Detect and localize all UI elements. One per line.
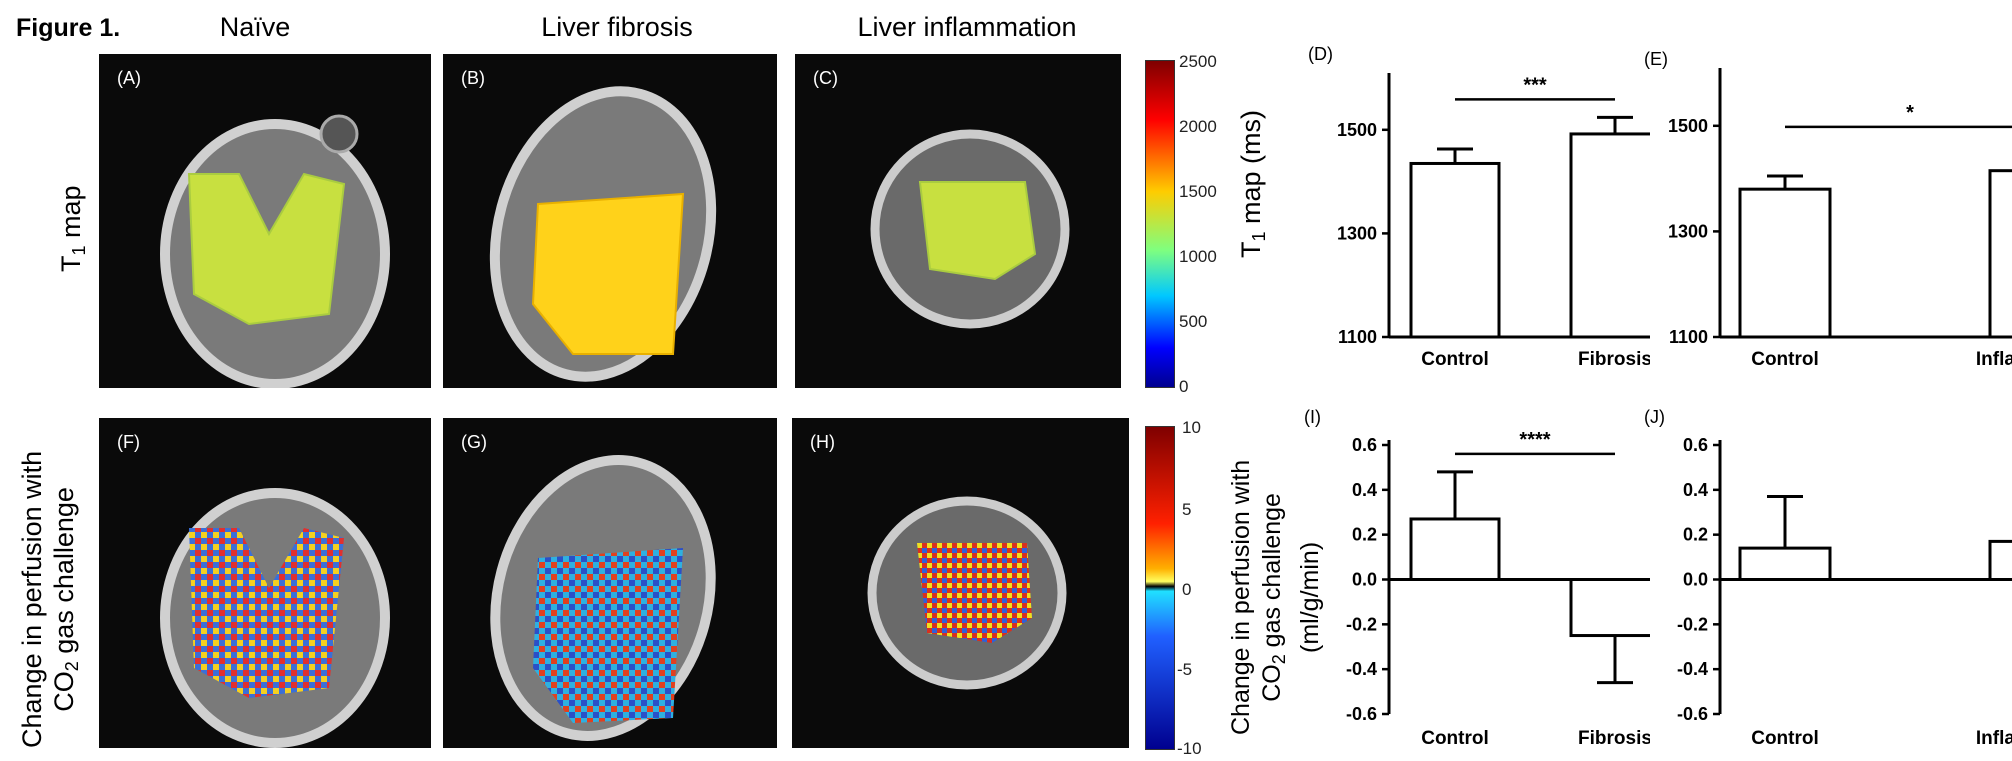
x-category-label: Inflammation xyxy=(1976,728,2012,749)
bar-inflammation xyxy=(1988,539,2012,581)
row-label-t1-map: T1 map xyxy=(56,185,89,272)
y-tick-label: -0.6 xyxy=(1677,704,1708,724)
perfusion-overlay xyxy=(917,543,1032,643)
y-tick-label: 0.4 xyxy=(1352,480,1377,500)
y-tick-label: 0.0 xyxy=(1352,570,1377,590)
mri-image-inflammation-t1 xyxy=(870,129,1070,329)
y-tick-label: 0.0 xyxy=(1683,570,1708,590)
colorbar-t1-tick: 1000 xyxy=(1179,247,1217,266)
x-category-label: Inflammation xyxy=(1976,349,2012,370)
panel-letter-d: (D) xyxy=(1308,44,1333,64)
bar-chart-j: (J) -0.6 -0.4 -0.2 0.0 0.2 0.4 0.6 Control Inflam… xyxy=(1644,407,2012,749)
mri-panel-g: (G) xyxy=(443,418,777,748)
x-category-label: Control xyxy=(1751,349,1819,370)
mri-panel-a: (A) xyxy=(99,54,431,388)
perfusion-overlay xyxy=(533,548,683,723)
colorbar-t1-tick: 2000 xyxy=(1179,117,1217,136)
y-tick-label: -0.2 xyxy=(1346,614,1377,634)
bar-fibrosis xyxy=(1569,578,1650,638)
y-tick-label: 0.4 xyxy=(1683,480,1708,500)
y-tick-label: 1100 xyxy=(1669,327,1708,347)
mri-panel-b: (B) xyxy=(443,54,777,388)
y-tick-label: 0.6 xyxy=(1352,435,1377,455)
mri-image-fibrosis-t1 xyxy=(489,86,717,382)
panel-letter-f: (F) xyxy=(117,432,140,452)
panel-letter-b: (B) xyxy=(461,68,485,88)
significance-marker: * xyxy=(1906,102,1914,124)
colorbar-perf-tick: 10 xyxy=(1182,418,1201,437)
y-tick-label: 1500 xyxy=(1337,120,1377,140)
bar-control xyxy=(1738,187,1832,339)
bar-control xyxy=(1409,161,1501,339)
y-tick-label: 1500 xyxy=(1668,116,1708,136)
x-category-label: Fibrosis xyxy=(1578,728,1650,749)
y-tick-label: 1300 xyxy=(1337,223,1377,243)
y-tick-label: -0.4 xyxy=(1677,659,1708,679)
mri-panel-c: (C) xyxy=(795,54,1121,388)
bar-chart-e: (E) 1100 1300 1500 Control Inflammation * xyxy=(1644,49,2012,370)
perfusion-overlay xyxy=(189,528,344,698)
panel-letter-h: (H) xyxy=(810,432,835,452)
panel-letter-i: (I) xyxy=(1304,407,1321,427)
significance-marker: *** xyxy=(1523,74,1547,96)
y-tick-label: 1300 xyxy=(1668,221,1708,241)
colorbar-t1-tick: 2500 xyxy=(1179,52,1217,71)
column-title-fibrosis: Liver fibrosis xyxy=(541,12,693,42)
mri-panel-f: (F) xyxy=(99,418,431,748)
colorbar-perf-tick: -5 xyxy=(1177,660,1193,679)
colorbar-perf-tick: 0 xyxy=(1182,580,1192,599)
colorbar-perf-tick: 5 xyxy=(1182,500,1192,519)
colorbar-t1-tick: 500 xyxy=(1179,312,1208,331)
colorbar-t1-label: T1 map (ms) xyxy=(1236,109,1269,258)
y-tick-label: 0.2 xyxy=(1352,525,1377,545)
panel-letter-e: (E) xyxy=(1644,49,1668,69)
x-category-label: Control xyxy=(1421,349,1489,370)
y-tick-label: -0.4 xyxy=(1346,659,1377,679)
y-tick-label: -0.6 xyxy=(1346,704,1377,724)
liver-overlay xyxy=(918,181,1037,281)
colorbar-t1-tick: 1500 xyxy=(1179,182,1217,201)
panel-letter-g: (G) xyxy=(461,432,487,452)
bar-inflammation xyxy=(1988,169,2012,339)
mri-panel-h: (H) xyxy=(792,418,1129,748)
mri-image-inflammation-perfusion xyxy=(867,496,1067,690)
column-title-inflammation: Liver inflammation xyxy=(857,12,1077,42)
panel-letter-a: (A) xyxy=(117,68,141,88)
bar-control xyxy=(1409,517,1501,581)
liver-overlay xyxy=(531,192,685,355)
panel-letter-j: (J) xyxy=(1644,407,1665,427)
mri-image-fibrosis-perfusion xyxy=(490,455,716,741)
liver-overlay xyxy=(187,172,346,326)
row-label-perfusion: Change in perfusion with CO2 gas challen… xyxy=(17,450,82,748)
x-category-label: Control xyxy=(1751,728,1819,749)
significance-marker: **** xyxy=(1519,429,1550,451)
colorbar-t1-tick: 0 xyxy=(1179,377,1189,396)
mri-image-naive-perfusion xyxy=(160,488,390,748)
column-title-naive: Naïve xyxy=(219,12,291,42)
y-tick-label: 0.2 xyxy=(1683,525,1708,545)
panel-letter-c: (C) xyxy=(813,68,838,88)
colorbar-t1 xyxy=(1145,60,1175,388)
x-category-label: Control xyxy=(1421,728,1489,749)
colorbar-perfusion xyxy=(1145,426,1175,750)
figure-title: Figure 1. xyxy=(16,14,121,42)
colorbar-perf-tick: -10 xyxy=(1177,739,1202,758)
bar-control xyxy=(1738,546,1832,582)
bar-fibrosis xyxy=(1569,132,1650,339)
x-category-label: Fibrosis xyxy=(1578,349,1650,370)
y-tick-label: 0.6 xyxy=(1683,435,1708,455)
mri-image-naive-t1 xyxy=(160,114,390,388)
y-tick-label: -0.2 xyxy=(1677,614,1708,634)
y-tick-label: 1100 xyxy=(1338,327,1377,347)
bar-chart-i: (I) -0.6 -0.4 -0.2 0.0 0.2 0.4 0.6 Control Fibros… xyxy=(1304,407,1650,749)
bar-chart-d: (D) 1100 1300 1500 Control Fibrosis *** xyxy=(1308,44,1650,370)
